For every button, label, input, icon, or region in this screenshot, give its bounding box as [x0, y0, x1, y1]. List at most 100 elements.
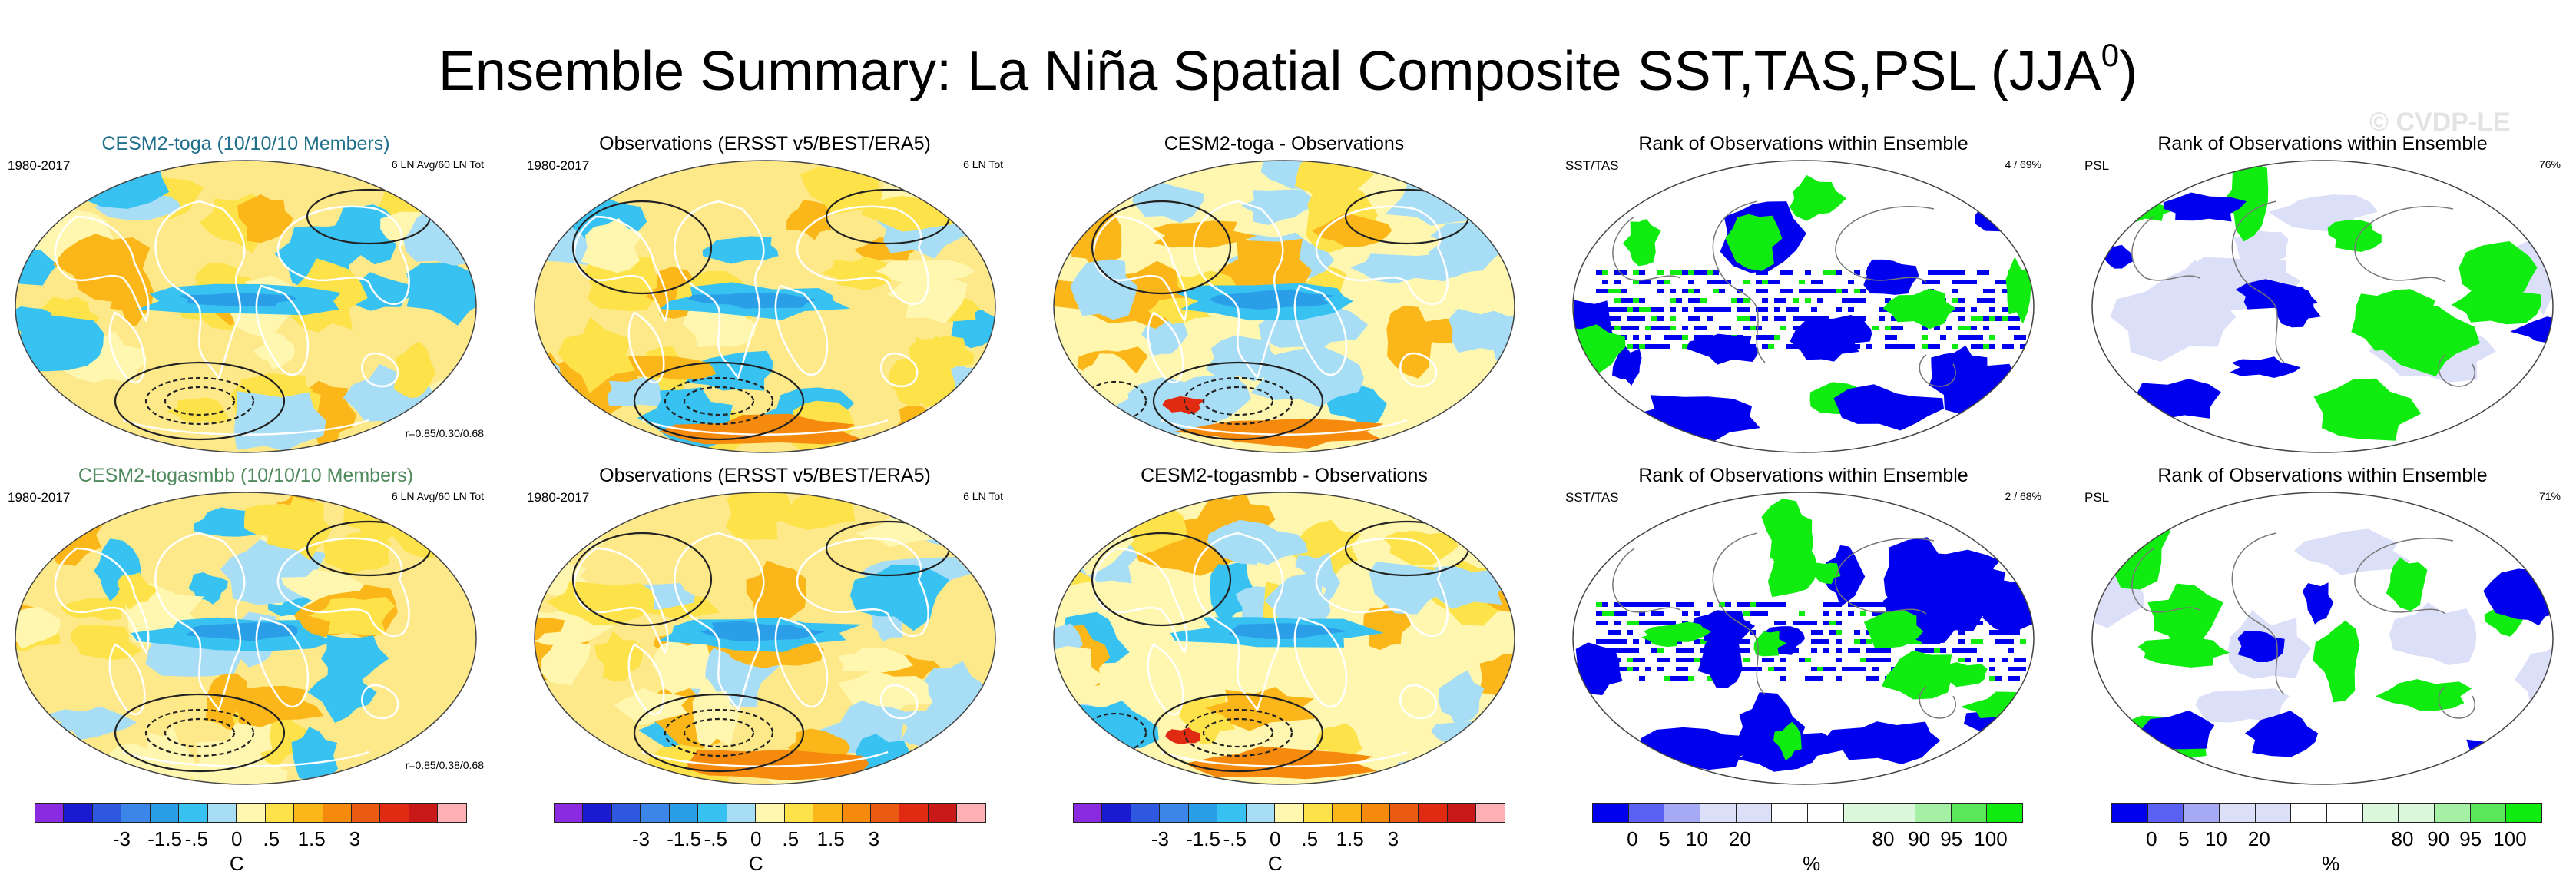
rank-cell: [1891, 335, 1897, 340]
coastline: [641, 419, 889, 436]
rank-cell: [1811, 280, 1817, 284]
anomaly-patch: [786, 200, 833, 240]
rank-high-region: [1773, 721, 1802, 761]
rank-cell: [1743, 326, 1750, 330]
rank-cell: [1627, 316, 1633, 321]
colorbar-swatch: [1627, 803, 1665, 823]
anomaly-patch: [1069, 746, 1110, 776]
rank-cell: [1811, 648, 1817, 653]
rank-cell: [1983, 298, 1989, 303]
colorbar-unit-label: C: [229, 852, 244, 875]
rank-cell: [1756, 611, 1762, 616]
anomaly-patch: [621, 355, 717, 380]
anomaly-patch: [237, 194, 293, 244]
rank-cell: [1743, 658, 1750, 662]
coastline: [1092, 215, 1188, 323]
anomaly-patch: [330, 204, 397, 265]
rank-cell: [1664, 676, 1670, 681]
rank-cell: [1750, 611, 1756, 616]
rank-cell: [1958, 648, 1965, 653]
rank-cell: [1866, 602, 1872, 607]
rank-cell: [1633, 335, 1639, 340]
rank-cell: [1823, 611, 1829, 616]
colorbar-swatch: [2111, 803, 2148, 823]
colorbar-swatch: [2218, 803, 2256, 823]
colorbar-swatch: [1332, 803, 1362, 823]
rank-low-region: [1982, 573, 2034, 633]
rank-cell: [1860, 316, 1866, 321]
coastline: [1315, 205, 1449, 306]
rank-cell: [1694, 335, 1700, 340]
anomaly-patch: [546, 581, 655, 626]
rank-cell: [1780, 658, 1786, 662]
rank-cell: [1639, 316, 1645, 321]
rank-low-region: [1822, 545, 1866, 608]
anomaly-patch: [1153, 220, 1257, 248]
colorbar-tick-label: -1.5: [147, 827, 182, 850]
rank-cell: [1805, 316, 1811, 321]
rank-high-region: [1790, 174, 1847, 221]
rank-mid-region: [2233, 230, 2289, 267]
rank-cell: [2014, 667, 2020, 671]
anomaly-map: [1053, 160, 1515, 453]
rank-cell: [1885, 658, 1891, 662]
rank-cell: [1700, 270, 1707, 275]
rank-cell: [1762, 270, 1768, 275]
rank-high-region: [1936, 662, 1988, 688]
rank-cell: [1707, 602, 1713, 607]
rank-cell: [1836, 676, 1842, 681]
anomaly-patch: [1054, 646, 1107, 717]
coastline: [1835, 538, 1935, 615]
colorbar-swatch: [2469, 803, 2507, 823]
anomaly-patch: [59, 330, 147, 383]
rank-cell: [1756, 326, 1762, 330]
rank-cell: [1762, 344, 1768, 349]
temperature-colorbar: -3 -1.5 -.5 0 .5 1.5 3 C: [554, 803, 986, 880]
rank-low-region: [1686, 333, 1759, 365]
rank-cell: [1633, 602, 1639, 607]
rank-cell: [1614, 307, 1621, 312]
rank-cell: [1719, 326, 1725, 330]
map-outline: [15, 160, 477, 453]
anomaly-patch: [535, 611, 565, 641]
coastline: [1399, 352, 1438, 388]
coastline: [796, 205, 929, 306]
rank-cell: [1922, 335, 1928, 340]
anomaly-patch: [842, 701, 905, 734]
rank-cell: [1762, 316, 1768, 321]
rank-cell: [1811, 639, 1817, 644]
rank-cell: [1743, 298, 1750, 303]
rank-cell: [1688, 658, 1694, 662]
coastline: [2354, 206, 2454, 283]
rank-cell: [1922, 648, 1928, 653]
cold-tongue-core: [179, 293, 297, 307]
anomaly-patch: [308, 596, 396, 635]
colorbar-swatch: [726, 803, 757, 823]
rank-cell: [1627, 326, 1633, 330]
rank-cell: [2008, 676, 2014, 681]
rank-cell: [1670, 676, 1676, 681]
rank-cell: [1608, 630, 1614, 635]
rank-cell: [1682, 270, 1688, 275]
anomaly-patch: [675, 350, 773, 391]
rank-cell: [1694, 316, 1700, 321]
rank-map: [2091, 160, 2554, 453]
rank-cell: [1682, 676, 1688, 681]
rank-cell: [1971, 326, 1977, 330]
rank-cell: [1743, 667, 1750, 671]
rank-low-region: [2230, 356, 2301, 378]
psl-contour-negative: [144, 708, 255, 757]
rank-cell: [1694, 289, 1700, 293]
anomaly-patch: [393, 341, 436, 399]
rank-cell: [1829, 602, 1836, 607]
rank-cell: [1627, 602, 1633, 607]
rank-cell: [1971, 639, 1977, 644]
rank-cell: [1971, 344, 1977, 349]
rank-cell: [2008, 326, 2014, 330]
rank-cell: [1676, 270, 1682, 275]
rank-cell: [1799, 611, 1805, 616]
rank-cell: [1682, 326, 1688, 330]
panel-left-label: SST/TAS: [1565, 490, 1619, 505]
rank-cell: [1952, 307, 1958, 312]
colorbar-swatch: [1274, 803, 1304, 823]
